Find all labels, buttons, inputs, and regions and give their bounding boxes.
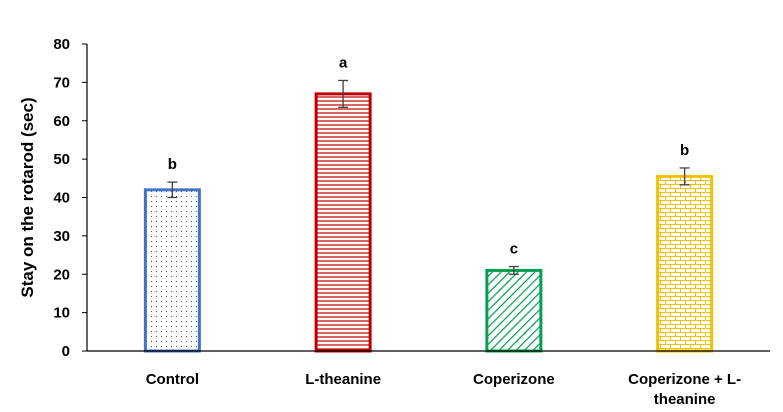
error-bar (679, 167, 690, 186)
significance-letter: a (339, 54, 348, 71)
category-label: L-theanine (305, 371, 381, 388)
error-bars-group (167, 79, 690, 275)
bar-coperizone (485, 268, 543, 353)
significance-letter: b (680, 142, 689, 159)
bar-coperizone-l-theanine (656, 174, 714, 353)
category-label-line: theanine (654, 391, 716, 408)
y-axis-ticks: 0 10 20 30 40 50 60 70 80 (53, 36, 87, 360)
category-label-line: Coperizone (473, 371, 555, 388)
bars-group (143, 92, 714, 353)
y-axis-title: Stay on the rotarod (sec) (18, 97, 37, 297)
bar-l-theanine (314, 92, 372, 353)
y-tick-label: 60 (53, 113, 70, 130)
significance-letter: c (510, 241, 518, 258)
category-label: Coperizone (473, 371, 555, 388)
category-label: Control (146, 371, 199, 388)
y-tick-label: 70 (53, 74, 70, 91)
y-tick-label: 50 (53, 151, 70, 168)
significance-letters-group: b a c b (168, 54, 689, 257)
y-tick-label: 20 (53, 266, 70, 283)
y-tick-label: 80 (53, 36, 70, 53)
y-tick-label: 10 (53, 305, 70, 322)
category-labels-group: Control L-theanine Coperizone Coperizone + … (146, 371, 741, 408)
error-bar (508, 265, 519, 275)
category-label-line: Control (146, 371, 199, 388)
category-label-line: L-theanine (305, 371, 381, 388)
y-tick-label: 0 (62, 343, 70, 360)
category-label-line: Coperizone + L- (628, 371, 741, 388)
y-tick-label: 30 (53, 228, 70, 245)
significance-letter: b (168, 156, 177, 173)
error-bar (338, 79, 349, 108)
y-tick-label: 40 (53, 190, 70, 207)
error-bar (167, 181, 178, 199)
bar-control (143, 188, 201, 353)
category-label: Coperizone + L-theanine (628, 371, 741, 408)
